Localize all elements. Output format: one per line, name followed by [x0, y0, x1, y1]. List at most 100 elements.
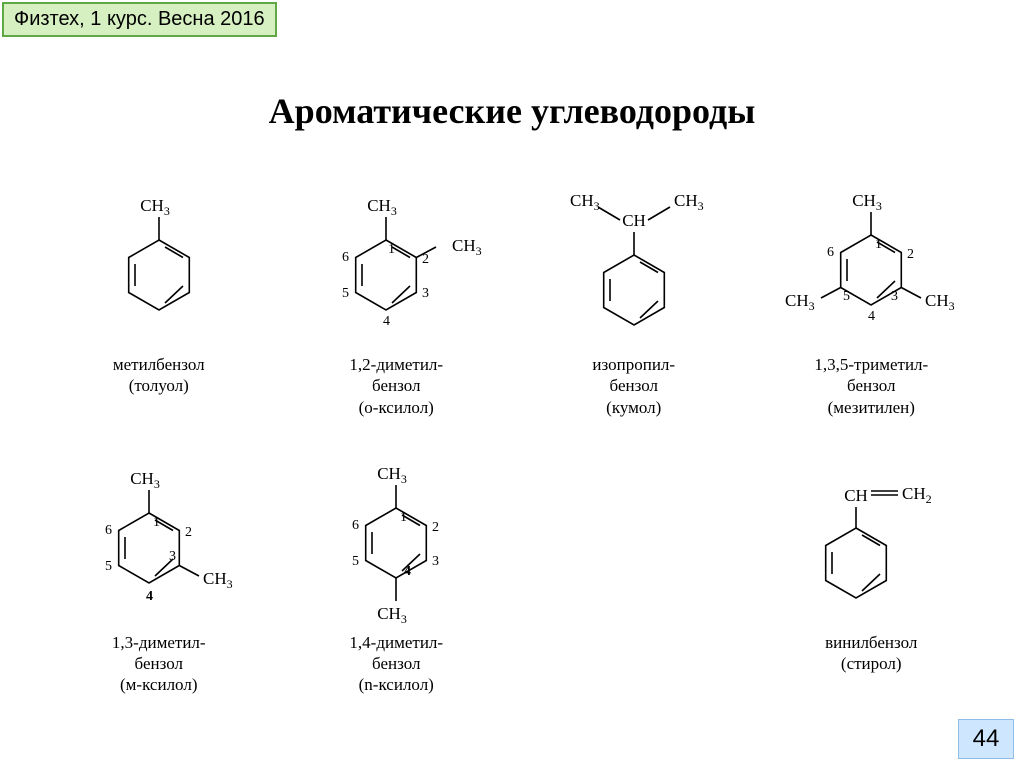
t: CH	[377, 464, 401, 483]
name-line: (толуол)	[44, 375, 274, 396]
svg-text:4: 4	[146, 589, 153, 604]
svg-text:4: 4	[404, 564, 411, 579]
t: 3	[809, 299, 815, 313]
structure-m-xylene: CH3 CH3 1 2 3 4 5 6	[44, 448, 274, 628]
svg-text:CH3: CH3	[367, 196, 397, 218]
n: изопропил-	[519, 354, 749, 375]
svg-text:CH3: CH3	[203, 569, 233, 591]
t: 3	[697, 199, 703, 213]
page-title: Ароматические углеводороды	[0, 90, 1024, 132]
structure-toluene: CH3	[44, 170, 274, 350]
t: CH	[844, 486, 868, 505]
label-m-xylene: 1,3-диметил- бензол (м-ксилол)	[44, 632, 274, 696]
svg-text:3: 3	[422, 286, 429, 301]
svg-text:1: 1	[153, 515, 160, 530]
structure-o-xylene: CH3 CH3 1 2 3 4 5 6	[281, 170, 511, 350]
cell-m-xylene: CH3 CH3 1 2 3 4 5 6 1,3-диметил- бензол …	[44, 448, 274, 696]
svg-text:CH3: CH3	[925, 291, 955, 313]
structure-mesitylene: CH3 CH3 CH3 1 2 3 4 5 6	[756, 170, 986, 350]
svg-text:CH3: CH3	[570, 191, 600, 213]
cell-cumene: CH CH3 CH3 изопропил- бензол (кумол)	[519, 170, 749, 418]
label-cumene: изопропил- бензол (кумол)	[519, 354, 749, 418]
n: 1,3-диметил-	[44, 632, 274, 653]
t: 3	[401, 472, 407, 486]
t: CH	[452, 236, 476, 255]
n: (стирол)	[756, 653, 986, 674]
structure-p-xylene: CH3 CH3 1 2 3 4 5 6	[281, 448, 511, 628]
t: CH	[925, 291, 949, 310]
structure-styrene: CH CH2	[756, 448, 986, 628]
svg-text:5: 5	[105, 559, 112, 574]
course-header: Физтех, 1 курс. Весна 2016	[2, 2, 277, 37]
t: CH	[203, 569, 227, 588]
n: бензол	[281, 653, 511, 674]
cell-mesitylene: CH3 CH3 CH3 1 2 3 4 5 6	[756, 170, 986, 418]
cell-toluene: CH3 метилбензол (толуол)	[44, 170, 274, 418]
n: бензол	[519, 375, 749, 396]
n: (мезитилен)	[756, 397, 986, 418]
svg-text:6: 6	[342, 250, 349, 265]
svg-text:6: 6	[105, 523, 112, 538]
label-toluene: метилбензол (толуол)	[44, 354, 274, 397]
svg-text:3: 3	[891, 289, 898, 304]
svg-text:5: 5	[843, 289, 850, 304]
t: CH	[622, 211, 646, 230]
n: 1,4-диметил-	[281, 632, 511, 653]
svg-text:4: 4	[868, 309, 875, 324]
molecule-grid: CH3 метилбензол (толуол)	[40, 170, 990, 726]
cell-p-xylene: CH3 CH3 1 2 3 4 5 6 1,4-диметил- бензол …	[281, 448, 511, 696]
t: 3	[476, 244, 482, 258]
svg-text:CH3: CH3	[377, 464, 407, 486]
svg-text:CH2: CH2	[902, 484, 932, 506]
cell-empty	[519, 448, 749, 696]
svg-text:5: 5	[352, 554, 359, 569]
t: CH	[367, 196, 391, 215]
n: (м-ксилол)	[44, 674, 274, 695]
n: (о-ксилол)	[281, 397, 511, 418]
svg-text:5: 5	[342, 286, 349, 301]
n: (кумол)	[519, 397, 749, 418]
svg-text:1: 1	[875, 237, 882, 252]
ch3-label: CH	[140, 196, 164, 215]
t: CH	[785, 291, 809, 310]
label-mesitylene: 1,3,5-триметил- бензол (мезитилен)	[756, 354, 986, 418]
svg-text:CH3: CH3	[140, 196, 170, 218]
svg-text:2: 2	[185, 525, 192, 540]
label-o-xylene: 1,2-диметил- бензол (о-ксилол)	[281, 354, 511, 418]
svg-text:2: 2	[422, 252, 429, 267]
svg-text:CH: CH	[844, 486, 868, 505]
n: бензол	[44, 653, 274, 674]
label-styrene: винилбензол (стирол)	[756, 632, 986, 675]
n: 1,2-диметил-	[281, 354, 511, 375]
ch3-sub: 3	[164, 204, 170, 218]
n: бензол	[281, 375, 511, 396]
svg-text:1: 1	[400, 510, 407, 525]
t: CH	[570, 191, 594, 210]
t: 3	[226, 577, 232, 591]
svg-text:CH: CH	[622, 211, 646, 230]
t: CH	[852, 191, 876, 210]
svg-text:1: 1	[388, 242, 395, 257]
svg-text:3: 3	[432, 554, 439, 569]
t: 3	[876, 199, 882, 213]
n: бензол	[756, 375, 986, 396]
grid-row-2: CH3 CH3 1 2 3 4 5 6 1,3-диметил- бензол …	[40, 448, 990, 696]
structure-cumene: CH CH3 CH3	[519, 170, 749, 350]
n: (n-ксилол)	[281, 674, 511, 695]
svg-text:2: 2	[907, 247, 914, 262]
label-p-xylene: 1,4-диметил- бензол (n-ксилол)	[281, 632, 511, 696]
t: CH	[674, 191, 698, 210]
name-line: метилбензол	[44, 354, 274, 375]
svg-text:2: 2	[432, 520, 439, 535]
t: 3	[154, 477, 160, 491]
t: CH	[130, 469, 154, 488]
t: 3	[593, 199, 599, 213]
svg-text:CH3: CH3	[452, 236, 482, 258]
svg-text:4: 4	[383, 314, 390, 329]
cell-o-xylene: CH3 CH3 1 2 3 4 5 6 1,2-диметил-	[281, 170, 511, 418]
svg-text:6: 6	[352, 518, 359, 533]
t: 3	[949, 299, 955, 313]
t: CH	[902, 484, 926, 503]
svg-text:CH3: CH3	[377, 604, 407, 626]
svg-text:6: 6	[827, 245, 834, 260]
